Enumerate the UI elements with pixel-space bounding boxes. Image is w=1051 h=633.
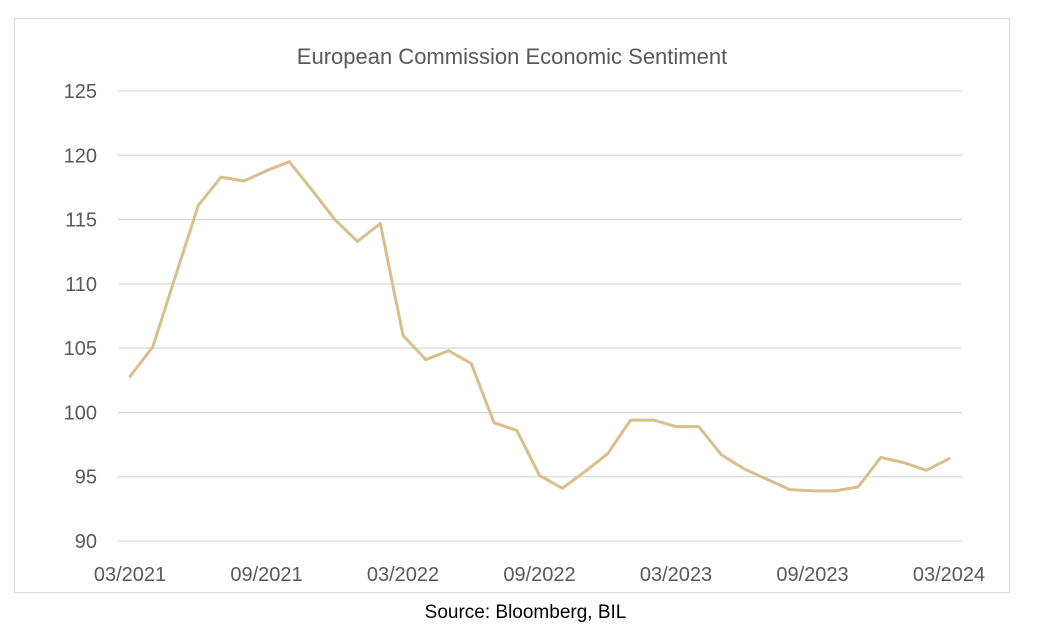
x-axis-ticks: 03/2021 09/2021 03/2022 09/2022 03/2023 09/20… [94, 564, 985, 586]
y-tick-label: 90 [75, 531, 97, 553]
series-line-0 [128, 160, 951, 493]
series-layer [128, 160, 951, 493]
x-tick-label: 09/2021 [230, 564, 302, 586]
x-tick-label: 09/2022 [503, 564, 575, 586]
y-tick-label: 100 [64, 402, 97, 424]
source-note: Source: Bloomberg, BIL [424, 602, 627, 623]
x-tick-label: 03/2024 [913, 564, 985, 586]
y-tick-label: 105 [64, 338, 97, 360]
x-tick-label: 03/2021 [94, 564, 166, 586]
gridlines [118, 90, 962, 542]
x-tick-label: 03/2022 [367, 564, 439, 586]
y-tick-label: 115 [65, 210, 97, 232]
chart-frame [14, 18, 1010, 593]
y-tick-label: 95 [75, 467, 97, 489]
chart-title: European Commission Economic Sentiment [297, 44, 727, 69]
x-tick-label: 09/2023 [776, 564, 848, 586]
y-axis-ticks: 90 95 100 105 110 115 120 125 [64, 81, 97, 553]
x-tick-label: 03/2023 [640, 564, 712, 586]
y-tick-label: 110 [65, 274, 97, 296]
y-tick-label: 120 [64, 145, 97, 167]
y-tick-label: 125 [64, 81, 97, 103]
line-chart: European Commission Economic Sentiment 9… [64, 44, 986, 586]
